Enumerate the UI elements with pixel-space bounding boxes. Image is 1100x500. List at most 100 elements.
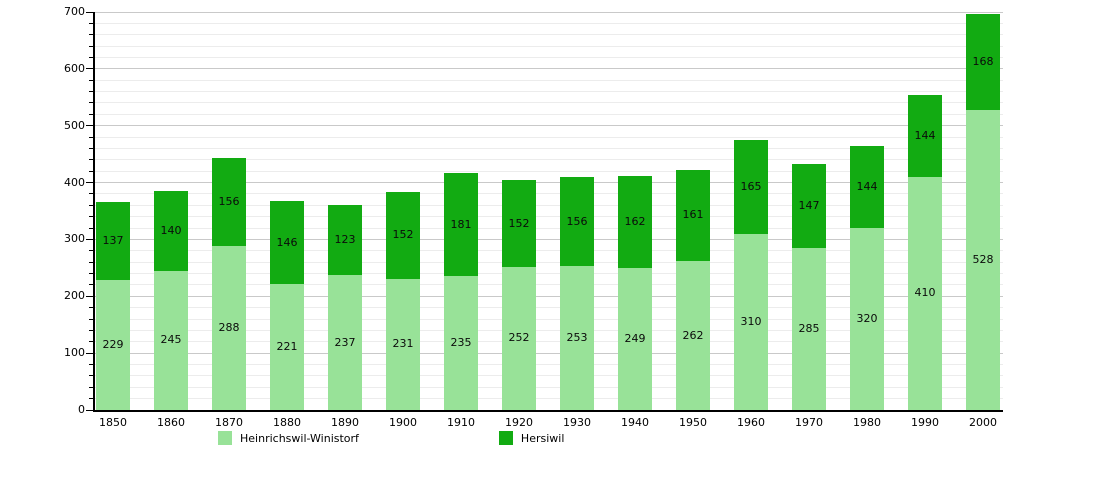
x-axis-label: 1960 — [737, 416, 765, 429]
minor-gridline — [95, 227, 1003, 229]
bar-segment-heinrichswil-winistorf — [270, 284, 304, 410]
minor-gridline — [95, 102, 1003, 104]
y-axis-tick — [89, 193, 93, 195]
y-axis-tick — [89, 364, 93, 366]
bar-value-label-heinrichswil-winistorf: 221 — [276, 340, 298, 354]
legend-label-heinrichswil-winistorf: Heinrichswil-Winistorf — [240, 431, 359, 445]
bar-segment-hersiwil — [734, 139, 768, 234]
y-axis-line — [93, 12, 95, 410]
y-axis-tick — [89, 45, 93, 47]
minor-gridline — [95, 159, 1003, 161]
bar-value-label-hersiwil: 147 — [798, 199, 820, 213]
bar-value-label-hersiwil: 165 — [740, 179, 762, 193]
bar-segment-heinrichswil-winistorf — [212, 246, 246, 410]
bar-segment-heinrichswil-winistorf — [792, 247, 826, 410]
y-axis-tick — [89, 307, 93, 309]
y-axis-tick — [86, 295, 93, 297]
y-axis-label: 700 — [64, 5, 85, 18]
y-axis-tick — [89, 147, 93, 149]
bar-value-label-hersiwil: 168 — [972, 55, 994, 69]
bar-segment-heinrichswil-winistorf — [676, 261, 710, 410]
y-axis-tick — [86, 11, 93, 13]
minor-gridline — [95, 147, 1003, 149]
minor-gridline — [95, 250, 1003, 252]
bar-value-label-hersiwil: 152 — [508, 216, 530, 230]
y-axis-tick — [89, 57, 93, 58]
x-axis-label: 1870 — [215, 416, 243, 429]
y-axis-tick — [89, 136, 93, 138]
x-axis-label: 1950 — [679, 416, 707, 429]
bar-value-label-hersiwil: 140 — [160, 223, 182, 237]
minor-gridline — [95, 34, 1003, 36]
bar-segment-heinrichswil-winistorf — [966, 109, 1000, 410]
y-axis-tick — [89, 250, 93, 252]
minor-gridline — [95, 261, 1003, 263]
x-axis-label: 1920 — [505, 416, 533, 429]
bar-segment-hersiwil — [966, 14, 1000, 110]
y-axis-tick — [89, 227, 93, 229]
bar-value-label-heinrichswil-winistorf: 262 — [682, 328, 704, 342]
bar-value-label-hersiwil: 181 — [450, 217, 472, 231]
bar-value-label-hersiwil: 144 — [914, 128, 936, 142]
major-gridline — [95, 68, 1003, 70]
y-axis-tick — [89, 91, 93, 93]
bar-segment-hersiwil — [560, 177, 594, 267]
y-axis-tick — [89, 22, 93, 24]
bar-segment-heinrichswil-winistorf — [908, 176, 942, 410]
y-axis-tick — [86, 125, 93, 127]
y-axis-tick — [86, 182, 93, 184]
minor-gridline — [95, 364, 1003, 366]
x-axis-label: 1880 — [273, 416, 301, 429]
minor-gridline — [95, 216, 1003, 218]
y-axis-tick — [89, 318, 93, 320]
y-axis-tick — [89, 329, 93, 331]
minor-gridline — [95, 193, 1003, 195]
x-axis-line — [93, 410, 1003, 412]
bar-segment-hersiwil — [270, 201, 304, 285]
y-axis-tick — [89, 34, 93, 36]
x-axis-label: 1940 — [621, 416, 649, 429]
bar-value-label-hersiwil: 156 — [218, 194, 240, 208]
bar-segment-hersiwil — [502, 180, 536, 267]
bar-value-label-hersiwil: 152 — [392, 228, 414, 242]
minor-gridline — [95, 136, 1003, 138]
bar-segment-hersiwil — [154, 191, 188, 271]
bar-value-label-heinrichswil-winistorf: 410 — [914, 286, 936, 300]
bar-segment-heinrichswil-winistorf — [560, 266, 594, 410]
minor-gridline — [95, 91, 1003, 93]
minor-gridline — [95, 22, 1003, 24]
bar-value-label-heinrichswil-winistorf: 237 — [334, 335, 356, 349]
bar-value-label-heinrichswil-winistorf: 235 — [450, 336, 472, 350]
bar-segment-hersiwil — [676, 169, 710, 262]
bar-value-label-heinrichswil-winistorf: 285 — [798, 321, 820, 335]
y-axis-tick — [89, 273, 93, 275]
x-axis-label: 1860 — [157, 416, 185, 429]
y-axis-tick — [89, 204, 93, 206]
minor-gridline — [95, 386, 1003, 388]
x-axis-label: 1980 — [853, 416, 881, 429]
plot-area: 0 100 200 300 400 500 600 700 229 137 245 140 288 156… — [64, 6, 1003, 416]
major-gridline — [95, 11, 1003, 13]
x-axis-label: 1970 — [795, 416, 823, 429]
y-axis-tick — [89, 341, 93, 343]
x-axis-label: 1910 — [447, 416, 475, 429]
legend-swatch-heinrichswil-winistorf — [218, 431, 232, 445]
y-axis-label: 500 — [64, 118, 85, 132]
bar-segment-heinrichswil-winistorf — [502, 266, 536, 410]
bar-value-label-heinrichswil-winistorf: 310 — [740, 314, 762, 328]
y-axis-tick — [89, 261, 93, 263]
minor-gridline — [95, 204, 1003, 206]
bar-value-label-hersiwil: 156 — [566, 214, 588, 228]
bar-value-label-heinrichswil-winistorf: 249 — [624, 332, 646, 346]
y-axis-label: 100 — [64, 346, 85, 360]
minor-gridline — [95, 307, 1003, 309]
legend: Heinrichswil-Winistorf Hersiwil — [218, 431, 564, 445]
y-axis-tick — [86, 352, 93, 354]
y-axis-tick — [89, 284, 93, 286]
bar-segment-hersiwil — [850, 146, 884, 229]
bar-segment-hersiwil — [212, 157, 246, 247]
x-axis-label: 2000 — [969, 416, 997, 429]
y-axis-tick — [89, 170, 93, 172]
bar-segment-heinrichswil-winistorf — [444, 276, 478, 410]
